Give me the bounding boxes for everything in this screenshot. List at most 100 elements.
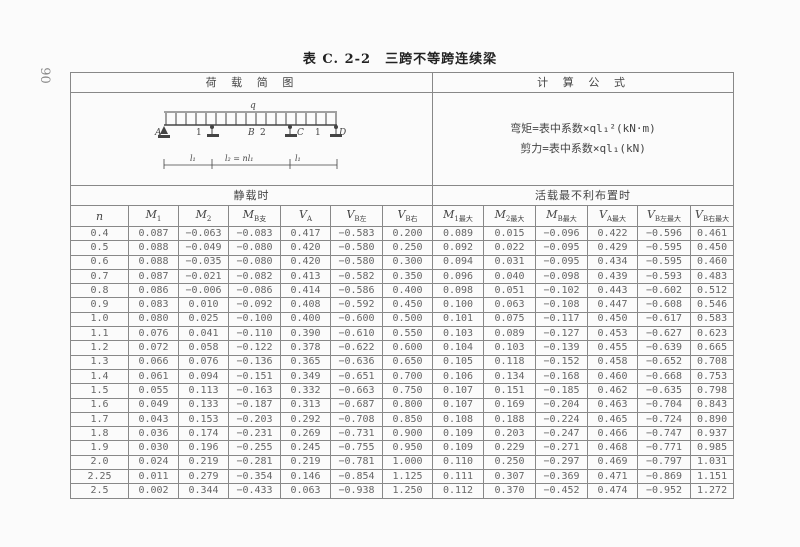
column-symbol: M — [242, 207, 255, 221]
table-cell: 0.094 — [432, 254, 485, 270]
table-cell: 0.153 — [178, 411, 229, 428]
table-cell: −0.080 — [228, 240, 281, 256]
table-cell: 0.058 — [178, 340, 229, 356]
table-cell: 0.080 — [128, 311, 179, 328]
column-symbol: V — [599, 207, 607, 221]
table-cell: −0.747 — [637, 426, 692, 442]
column-symbol: V — [397, 207, 406, 221]
table-cell: −0.731 — [330, 426, 383, 442]
table-cell: 0.937 — [690, 426, 735, 442]
table-cell: 0.030 — [128, 440, 179, 456]
table-cell: 1.151 — [690, 469, 735, 485]
table-cell: 0.089 — [483, 326, 537, 342]
table-cell: −0.204 — [535, 397, 589, 413]
table-cell: 0.4 — [70, 225, 129, 242]
table-cell: 0.269 — [280, 426, 331, 442]
table-row: 1.7 0.043 0.153 −0.203 0.292 −0.708 0.850 0.108… — [70, 411, 735, 428]
table-cell: −0.938 — [330, 483, 383, 499]
table-row: 1.2 0.072 0.058 −0.122 0.378 −0.622 0.600 0.104… — [70, 340, 735, 356]
column-subscript: B右 — [405, 215, 418, 224]
table-cell: 0.089 — [432, 225, 485, 242]
table-cell: −0.602 — [637, 283, 692, 299]
table-cell: 0.450 — [587, 311, 639, 328]
table-cell: 0.292 — [280, 411, 331, 428]
formula-cell: 弯矩=表中系数×ql₁²(kN·m) 剪力=表中系数×ql₁(kN) — [432, 92, 735, 186]
table-cell: −0.108 — [535, 297, 589, 313]
shear-formula: 剪力=表中系数×ql₁(kN) — [520, 142, 646, 155]
table-row: 0.9 0.083 0.010 −0.092 0.408 −0.592 0.450 0.100… — [70, 297, 735, 313]
page-number: 90 — [36, 67, 52, 84]
table-cell: 0.024 — [128, 454, 179, 471]
table-cell: 1.1 — [70, 326, 129, 342]
table-cell: 0.546 — [690, 297, 735, 313]
column-header: VB左最大 — [637, 205, 692, 227]
table-cell: 0.106 — [432, 368, 485, 385]
table-cell: −0.110 — [228, 326, 281, 342]
table-cell: −0.586 — [330, 283, 383, 299]
table-cell: 0.890 — [690, 411, 735, 428]
table-cell: 0.103 — [483, 340, 537, 356]
table-cell: 0.447 — [587, 297, 639, 313]
table-cell: −0.163 — [228, 383, 281, 399]
column-header: M2 — [178, 205, 229, 227]
table-cell: 0.300 — [381, 254, 434, 270]
table-cell: 0.203 — [483, 426, 537, 442]
table-cell: 1.7 — [70, 411, 129, 428]
table-cell: 1.272 — [690, 483, 735, 499]
dimension-line — [163, 159, 337, 169]
table-cell: 0.665 — [690, 340, 735, 356]
table-cell: 0.6 — [70, 254, 129, 270]
column-symbol: V — [298, 208, 307, 222]
table-cell: 0.092 — [432, 240, 485, 256]
table-cell: 2.25 — [70, 469, 129, 485]
table-cell: 0.455 — [587, 340, 639, 356]
table-cell: 0.107 — [432, 397, 485, 413]
column-header: M2最大 — [483, 205, 537, 227]
table-cell: 0.420 — [280, 254, 331, 270]
table-cell: −0.136 — [228, 354, 281, 370]
table-row: 1.1 0.076 0.041 −0.110 0.390 −0.610 0.550 0.103… — [70, 326, 735, 342]
table-cell: 0.344 — [178, 483, 229, 499]
table-cell: 2.0 — [70, 454, 129, 471]
table-cell: 0.174 — [178, 426, 229, 442]
table-cell: −0.755 — [330, 440, 383, 456]
table-cell: −0.369 — [535, 469, 589, 485]
table-cell: −0.096 — [535, 225, 589, 242]
table-cell: 0.550 — [381, 326, 434, 342]
column-symbol: V — [694, 207, 703, 221]
table-cell: 0.134 — [483, 368, 537, 385]
table-cell: 0.036 — [128, 426, 179, 442]
table-cell: 2.5 — [70, 483, 129, 499]
table-cell: −0.583 — [330, 225, 383, 242]
table-cell: −0.098 — [535, 268, 589, 285]
table-cell: 0.370 — [483, 483, 537, 499]
table-cell: −0.095 — [535, 240, 589, 256]
table-cell: 0.169 — [483, 397, 537, 413]
table-cell: −0.593 — [637, 268, 692, 285]
table-cell: 0.118 — [483, 354, 537, 370]
table-cell: 0.985 — [690, 440, 735, 456]
table-cell: 0.041 — [178, 326, 229, 342]
table-cell: 0.417 — [280, 225, 331, 242]
table-cell: 0.408 — [280, 297, 331, 313]
table-cell: −0.151 — [228, 368, 281, 385]
table-cell: 1.250 — [381, 483, 434, 499]
table-cell: 0.443 — [587, 283, 639, 299]
table-title: 表 C. 2-2 三跨不等跨连续梁 — [302, 52, 498, 67]
table-cell: 0.063 — [483, 297, 537, 313]
column-header: VB右最大 — [690, 205, 735, 227]
table-cell: 0.460 — [690, 254, 735, 270]
table-cell: 0.750 — [381, 383, 434, 399]
table-cell: 0.420 — [280, 240, 331, 256]
table-cell: 0.439 — [587, 268, 639, 285]
table-row: 0.5 0.088 −0.049 −0.080 0.420 −0.580 0.250 0.09… — [70, 240, 735, 256]
table-cell: 0.623 — [690, 326, 735, 342]
table-row: 1.3 0.066 0.076 −0.136 0.365 −0.636 0.650 0.105… — [70, 354, 735, 370]
table-cell: −0.255 — [228, 440, 281, 456]
column-subscript: A — [306, 215, 312, 224]
table-cell: −0.595 — [637, 240, 692, 256]
table-cell: −0.608 — [637, 297, 692, 313]
table-cell: 0.025 — [178, 311, 229, 328]
table-cell: 0.465 — [587, 411, 639, 428]
table-cell: −0.668 — [637, 368, 692, 385]
